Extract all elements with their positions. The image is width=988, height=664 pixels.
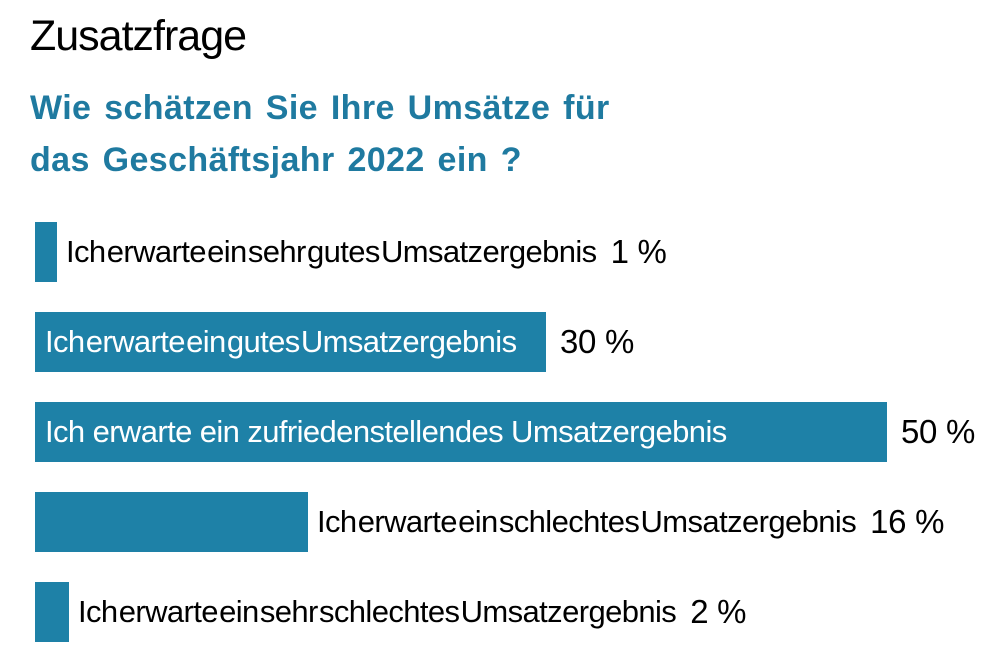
page-title: Zusatzfrage — [30, 12, 247, 60]
bar-value: 50 % — [901, 413, 976, 450]
bar — [35, 222, 57, 282]
bar-label: Ich erwarte ein sehr schlechtes Umsatzer… — [78, 594, 677, 629]
bar-row: Ich erwarte ein sehr gutes Umsatzergebni… — [0, 222, 988, 282]
bar-value: 30 % — [560, 323, 635, 360]
bar — [35, 582, 69, 642]
bar: Ich erwarte ein gutes Umsatzergebnis — [35, 312, 546, 372]
bar-label: Ich erwarte ein zufriedenstellendes Umsa… — [45, 414, 727, 449]
bar-label: Ich erwarte ein schlechtes Umsatzergebni… — [317, 504, 857, 539]
bar-row: Ich erwarte ein gutes Umsatzergebnis 30 % — [0, 312, 988, 372]
chart: Ich erwarte ein sehr gutes Umsatzergebni… — [0, 222, 988, 642]
bar-value: 16 % — [870, 503, 945, 540]
bar-label: Ich erwarte ein gutes Umsatzergebnis — [45, 324, 517, 359]
chart-question-line1: Wie schätzen Sie Ihre Umsätze für — [30, 89, 610, 127]
bar — [35, 492, 308, 552]
bar-value: 2 % — [690, 593, 747, 630]
bar: Ich erwarte ein zufriedenstellendes Umsa… — [35, 402, 887, 462]
bar-value: 1 % — [610, 233, 667, 270]
chart-question: Wie schätzen Sie Ihre Umsätze für das Ge… — [30, 82, 610, 186]
bar-row: Ich erwarte ein sehr schlechtes Umsatzer… — [0, 582, 988, 642]
bar-row: Ich erwarte ein zufriedenstellendes Umsa… — [0, 402, 988, 462]
chart-question-line2: das Geschäftsjahr 2022 ein ? — [30, 141, 522, 179]
bar-row: Ich erwarte ein schlechtes Umsatzergebni… — [0, 492, 988, 552]
bar-label: Ich erwarte ein sehr gutes Umsatzergebni… — [66, 234, 597, 269]
